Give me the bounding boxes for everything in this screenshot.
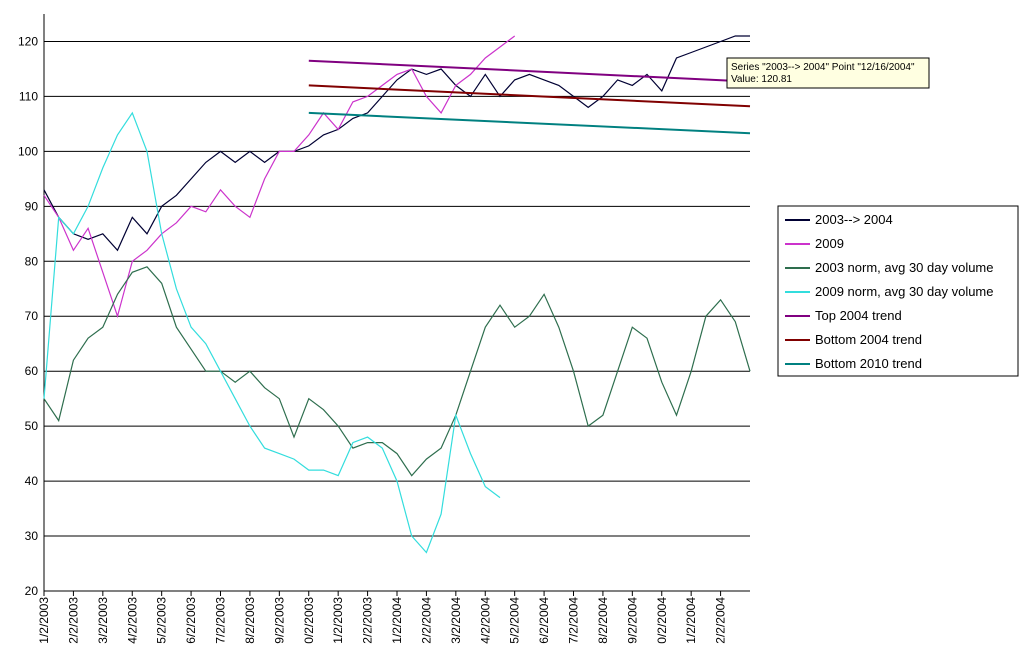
x-tick-label: 4/2/2004 xyxy=(478,597,492,644)
series-line xyxy=(43,35,750,252)
x-tick-label: 4/2/2003 xyxy=(125,597,139,644)
series-line xyxy=(43,111,501,554)
x-tick-label: 5/2/2004 xyxy=(508,597,522,644)
legend-label: 2009 norm, avg 30 day volume xyxy=(815,284,994,299)
x-tick-label: 3/2/2004 xyxy=(449,597,463,644)
y-tick-label: 90 xyxy=(25,199,39,213)
x-tick-label: 1/2/2004 xyxy=(390,597,404,644)
tooltip-text: Value: 120.81 xyxy=(731,74,792,85)
legend-label: Bottom 2004 trend xyxy=(815,332,922,347)
x-tick-label: 6/2/2003 xyxy=(184,597,198,644)
x-tick-label: 9/2/2004 xyxy=(625,597,639,644)
y-tick-label: 70 xyxy=(25,309,39,323)
legend-label: Top 2004 trend xyxy=(815,308,902,323)
x-tick-label: 1/2/2004 xyxy=(684,597,698,644)
x-tick-label: 2/2/2004 xyxy=(419,597,433,644)
x-tick-label: 6/2/2004 xyxy=(537,597,551,644)
tooltip: Series "2003--> 2004" Point "12/16/2004"… xyxy=(726,57,930,89)
x-tick-label: 2/2/2004 xyxy=(714,597,728,644)
y-tick-label: 30 xyxy=(25,529,39,543)
x-tick-label: 0/2/2004 xyxy=(655,597,669,644)
y-tick-label: 60 xyxy=(25,364,39,378)
x-tick-label: 1/2/2003 xyxy=(331,597,345,644)
tooltip-text: Series "2003--> 2004" Point "12/16/2004" xyxy=(731,62,915,73)
legend-box xyxy=(777,205,1019,377)
series-line xyxy=(308,111,751,135)
x-tick-label: 0/2/2003 xyxy=(302,597,316,644)
legend-label: 2003 norm, avg 30 day volume xyxy=(815,260,994,275)
y-tick-label: 120 xyxy=(18,34,38,48)
x-tick-label: 2/2/2003 xyxy=(361,597,375,644)
x-tick-label: 5/2/2003 xyxy=(155,597,169,644)
legend-label: 2003--> 2004 xyxy=(815,212,893,227)
legend-label: Bottom 2010 trend xyxy=(815,356,922,371)
x-tick-label: 1/2/2003 xyxy=(37,597,51,644)
y-tick-label: 50 xyxy=(25,419,39,433)
x-tick-label: 7/2/2004 xyxy=(567,597,581,644)
x-tick-label: 8/2/2003 xyxy=(243,597,257,644)
series-line xyxy=(43,35,516,319)
series-line xyxy=(308,84,751,108)
x-tick-label: 2/2/2003 xyxy=(66,597,80,644)
x-tick-label: 7/2/2003 xyxy=(214,597,228,644)
series-line xyxy=(308,59,751,83)
tooltip-box xyxy=(726,57,930,89)
y-tick-label: 20 xyxy=(25,584,39,598)
y-tick-label: 40 xyxy=(25,474,39,488)
x-tick-label: 3/2/2003 xyxy=(96,597,110,644)
legend: 2003--> 2004 2009 2003 norm, avg 30 day vo… xyxy=(777,205,1019,377)
x-tick-label: 8/2/2004 xyxy=(596,597,610,644)
y-tick-label: 110 xyxy=(19,89,38,103)
series-line xyxy=(43,266,751,477)
legend-label: 2009 xyxy=(815,236,844,251)
y-tick-label: 80 xyxy=(25,254,39,268)
x-tick-label: 9/2/2003 xyxy=(272,597,286,644)
y-tick-label: 100 xyxy=(18,144,38,158)
